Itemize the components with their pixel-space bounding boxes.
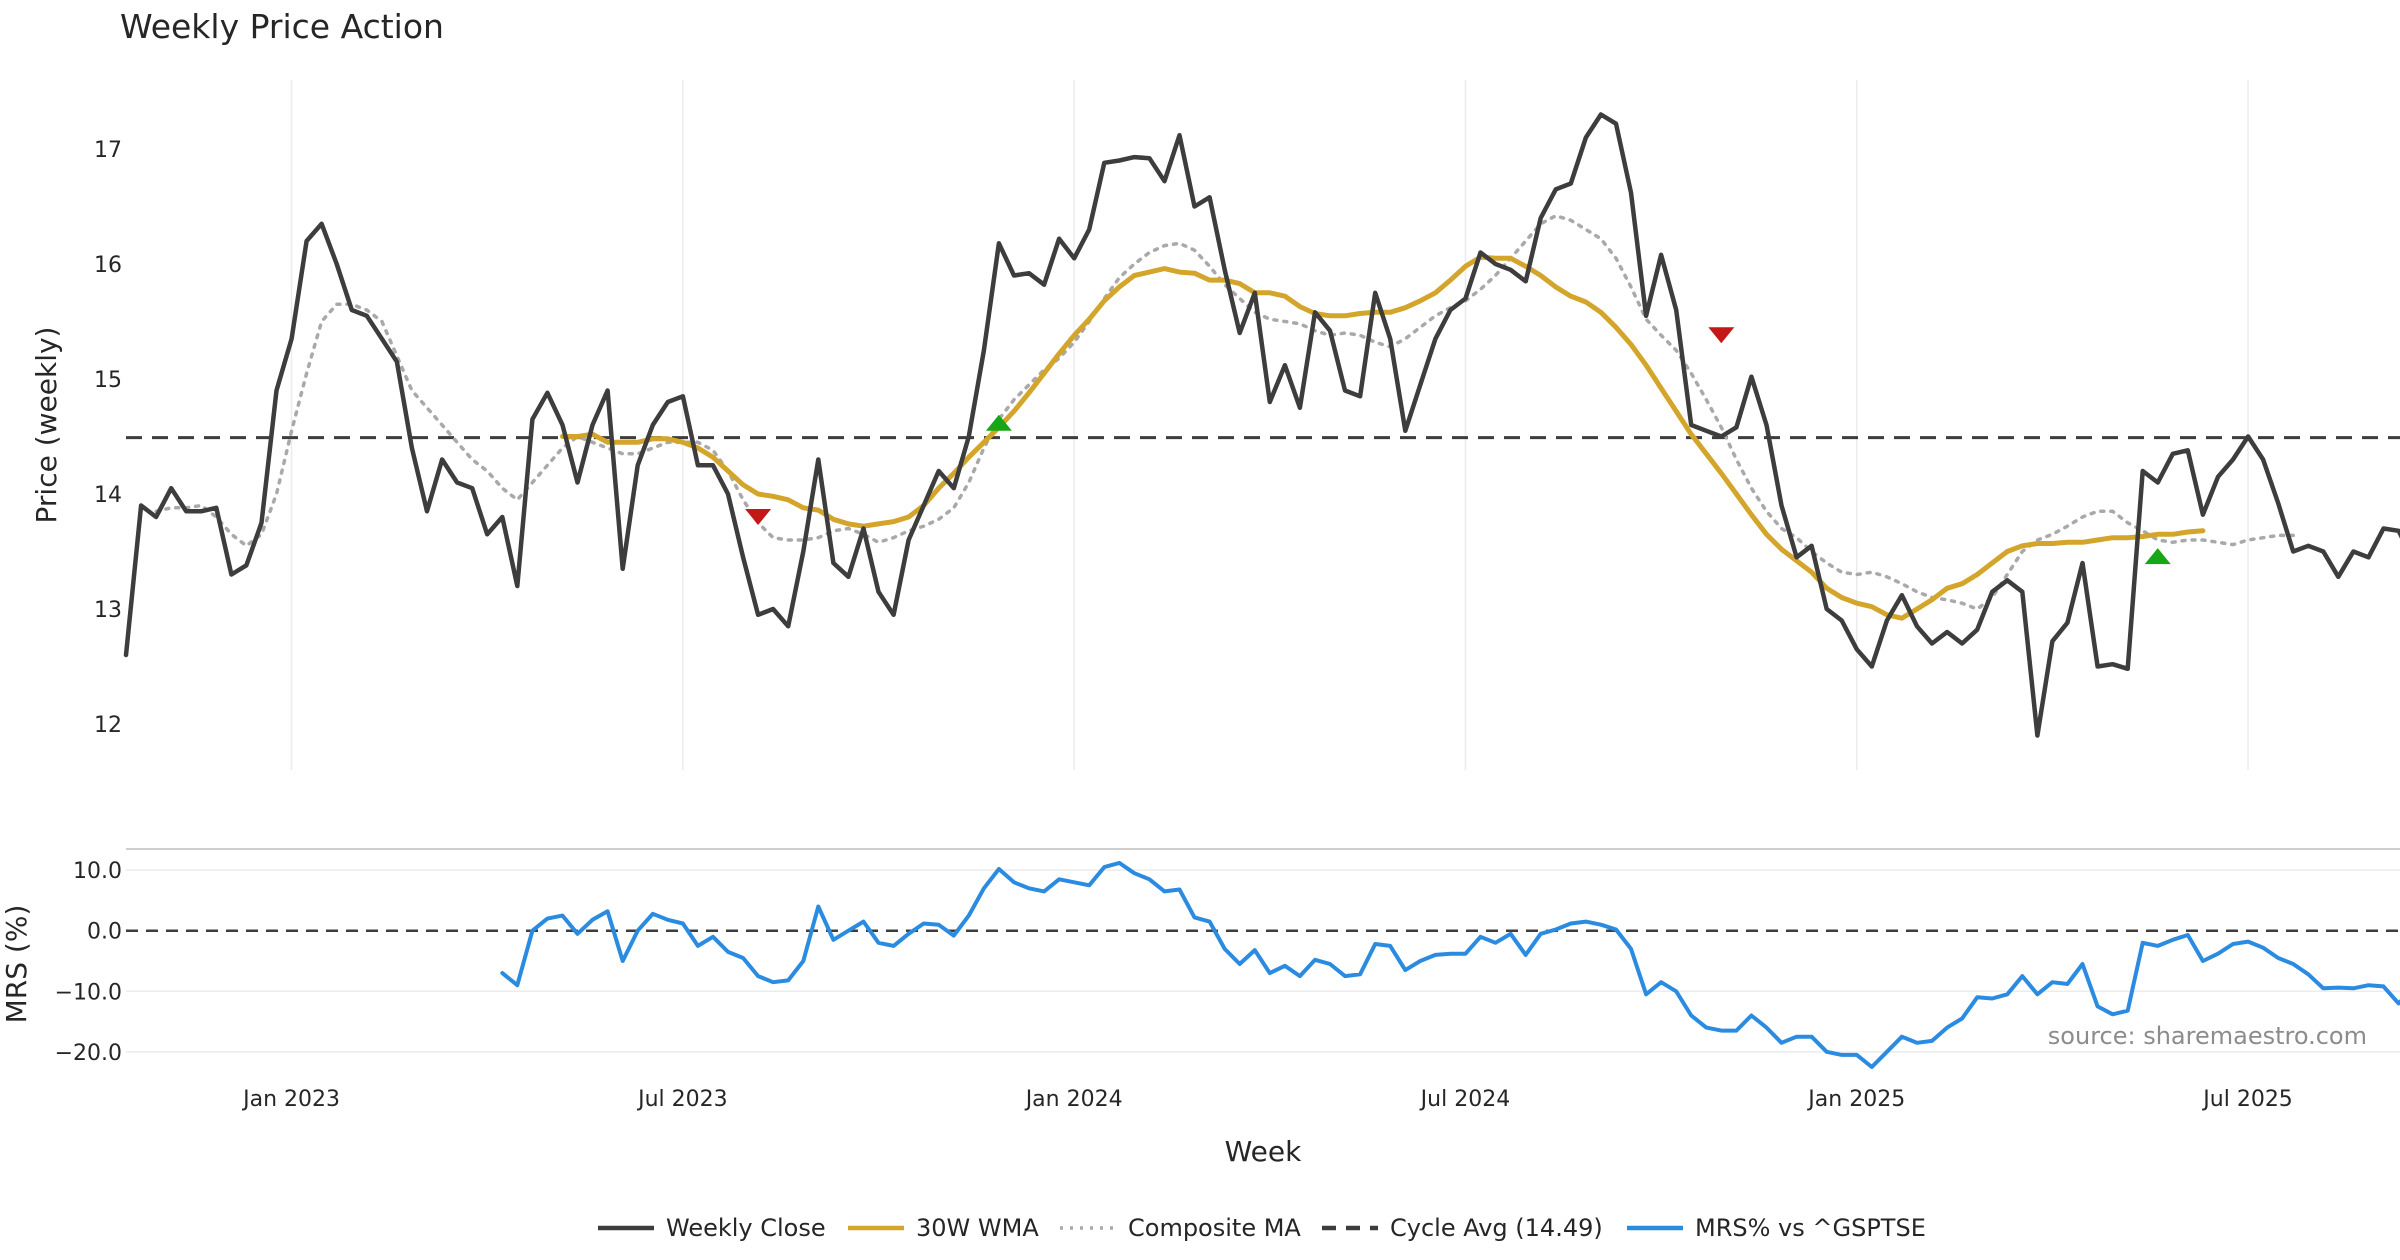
mrs-y-tick-label: −10.0: [55, 980, 122, 1005]
mrs-grid: [126, 869, 2400, 1053]
sell-signal-marker: [745, 509, 772, 525]
source-label: source: sharemaestro.com: [2048, 1022, 2367, 1050]
x-tick-label: Jan 2023: [241, 1087, 340, 1112]
weekly-close-line: [123, 112, 2400, 738]
price-grid: [290, 80, 2249, 770]
chart-title: Weekly Price Action: [120, 7, 444, 46]
x-axis: Jan 2023 Jul 2023 Jan 2024 Jul 2024 Jan 2025…: [241, 1087, 2293, 1112]
mrs-y-tick-label: 10.0: [73, 859, 122, 884]
x-tick-label: Jul 2023: [636, 1087, 728, 1112]
mrs-y-axis: 10.0 0.0 −10.0 −20.0: [55, 859, 122, 1066]
legend-label-30w-wma: 30W WMA: [916, 1214, 1039, 1242]
sell-signal-marker: [1708, 327, 1735, 344]
price-panel: 12 13 14 15 16 17 Price (weekly): [30, 80, 2400, 770]
price-y-tick-label: 14: [94, 483, 122, 508]
x-tick-label: Jan 2024: [1024, 1087, 1123, 1112]
mrs-y-tick-label: −20.0: [55, 1041, 122, 1066]
legend: Weekly Close 30W WMA Composite MA Cycle Avg…: [598, 1214, 1926, 1242]
mrs-y-axis-label: MRS (%): [0, 905, 33, 1024]
price-y-axis: 12 13 14 15 16 17: [94, 138, 122, 738]
price-y-tick-label: 13: [94, 598, 122, 623]
price-series: [123, 112, 2400, 738]
signal-markers: [745, 327, 2171, 565]
mrs-y-tick-label: 0.0: [87, 920, 122, 945]
legend-label-composite-ma: Composite MA: [1128, 1214, 1301, 1242]
price-y-tick-label: 15: [94, 368, 122, 393]
x-tick-label: Jul 2025: [2201, 1087, 2293, 1112]
legend-label-weekly-close: Weekly Close: [666, 1214, 826, 1242]
buy-signal-marker: [2144, 548, 2171, 565]
x-axis-label: Week: [1225, 1135, 1302, 1168]
legend-label-cycle-avg-14-49: Cycle Avg (14.49): [1390, 1214, 1603, 1242]
mrs-line: [500, 860, 2400, 1069]
x-tick-label: Jan 2025: [1806, 1087, 1905, 1112]
mrs-panel: 10.0 0.0 −10.0 −20.0 MRS (%) source: sharem…: [0, 848, 2400, 1069]
price-y-tick-label: 17: [94, 138, 122, 163]
buy-signal-marker: [985, 414, 1012, 431]
composite-ma-line: [154, 213, 2295, 611]
price-y-tick-label: 16: [94, 253, 122, 278]
x-tick-label: Jul 2024: [1419, 1087, 1511, 1112]
price-y-tick-label: 12: [94, 713, 122, 738]
legend-label-mrs-vs-gsptse: MRS% vs ^GSPTSE: [1695, 1214, 1926, 1242]
mrs-series: [126, 860, 2400, 1069]
price-y-axis-label: Price (weekly): [30, 327, 63, 524]
